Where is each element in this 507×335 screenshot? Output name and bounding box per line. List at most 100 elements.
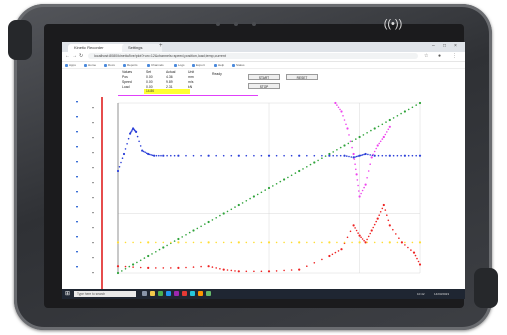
data-point	[336, 154, 338, 157]
store-icon[interactable]	[174, 291, 179, 296]
highlighted-value-field[interactable]: 14.86	[144, 89, 190, 94]
mail-icon[interactable]	[182, 291, 187, 296]
data-point	[245, 154, 248, 157]
data-point	[215, 154, 217, 157]
data-point	[313, 241, 316, 244]
data-point	[211, 266, 214, 268]
data-point	[418, 263, 422, 266]
minimize-icon[interactable]: –	[432, 43, 435, 49]
data-point	[358, 195, 361, 198]
data-point	[346, 155, 348, 157]
data-point	[267, 241, 271, 244]
file-explorer-icon[interactable]	[150, 291, 155, 296]
left-axis-marker	[76, 206, 78, 208]
data-point	[379, 140, 382, 143]
address-bar[interactable]: localhost:8080/kinetic/live/plot?run=12&…	[88, 53, 418, 59]
edge-icon[interactable]	[166, 291, 171, 296]
forward-icon[interactable]: →	[72, 53, 77, 59]
back-icon[interactable]: ←	[65, 53, 70, 59]
bookmark-item[interactable]: Status	[232, 63, 245, 67]
bookmark-item[interactable]: Channels	[147, 63, 164, 67]
browser-tab[interactable]: Settings	[122, 44, 162, 52]
data-point	[230, 241, 233, 244]
windows-start-icon[interactable]: ⊞	[65, 291, 71, 297]
browser-toolbar: ← → ↻ localhost:8080/kinetic/live/plot?r…	[62, 52, 465, 62]
magenta-indicator-strip	[118, 95, 258, 96]
data-point	[306, 265, 308, 267]
data-point	[382, 203, 385, 207]
data-point	[386, 214, 388, 216]
bookmark-item[interactable]: Logs	[174, 63, 185, 67]
data-point	[237, 270, 240, 273]
data-point	[313, 161, 316, 164]
data-point	[381, 241, 384, 244]
reset-button[interactable]: RESET	[286, 74, 318, 80]
data-point	[360, 154, 362, 157]
series-blue	[116, 127, 422, 173]
bookmark-item[interactable]: Export	[192, 63, 205, 67]
data-point	[145, 152, 148, 154]
browser-tab-active[interactable]: Kinetic Recorder	[68, 44, 126, 52]
plot-background	[62, 97, 465, 289]
data-point	[279, 180, 282, 183]
data-point	[352, 156, 355, 159]
bookmark-item[interactable]: Docs	[104, 63, 115, 67]
data-point	[116, 241, 120, 244]
data-point	[331, 253, 334, 256]
close-icon[interactable]: ×	[454, 43, 457, 49]
bookmark-item[interactable]: Apps	[65, 63, 76, 67]
tray-date[interactable]: 14/03/2023	[434, 292, 450, 296]
data-point	[400, 112, 402, 115]
data-point	[130, 131, 132, 134]
data-point	[162, 241, 165, 244]
data-point	[141, 149, 144, 152]
tray-clock[interactable]: 10:42	[417, 292, 425, 296]
data-point	[230, 208, 233, 211]
left-axis-marker	[76, 266, 78, 268]
bookmark-item[interactable]: Help	[214, 63, 224, 67]
live-plot[interactable]	[62, 97, 465, 289]
app-icon[interactable]	[198, 291, 203, 296]
app-icon[interactable]	[206, 291, 211, 296]
task-view-icon[interactable]	[142, 291, 147, 296]
bookmark-item[interactable]: Reports	[123, 63, 138, 67]
data-point	[215, 267, 217, 269]
data-point	[415, 154, 418, 157]
data-point	[388, 125, 391, 128]
data-point	[155, 267, 157, 269]
profile-icon[interactable]: ●	[438, 53, 442, 59]
data-point	[124, 148, 127, 150]
data-point	[234, 270, 236, 272]
left-axis-marker	[92, 197, 94, 199]
stop-button[interactable]: STOP	[248, 83, 280, 89]
data-point	[328, 152, 331, 156]
star-icon[interactable]: ☆	[424, 53, 429, 59]
data-point	[147, 152, 150, 156]
taskbar-search[interactable]: Type here to search	[74, 291, 136, 297]
chrome-icon[interactable]	[158, 291, 163, 296]
maximize-icon[interactable]: □	[443, 43, 447, 49]
data-point	[345, 123, 347, 126]
data-point	[352, 152, 355, 156]
reload-icon[interactable]: ↻	[79, 53, 84, 59]
row-value: 4.36	[166, 75, 173, 79]
app-icon[interactable]	[190, 291, 195, 296]
data-point	[230, 154, 233, 157]
data-point	[298, 241, 301, 244]
data-point	[294, 172, 297, 174]
menu-icon[interactable]: ⋮	[452, 53, 457, 59]
data-point	[116, 271, 120, 275]
start-button[interactable]: START	[248, 74, 280, 80]
new-tab-icon[interactable]: +	[159, 43, 163, 49]
data-point	[222, 154, 225, 157]
left-axis-marker	[92, 152, 94, 154]
bookmark-item[interactable]: Home	[84, 63, 96, 67]
data-point	[283, 241, 285, 244]
data-point	[336, 149, 338, 151]
data-point	[290, 241, 293, 244]
data-point	[222, 241, 225, 244]
data-point	[121, 270, 123, 272]
series-green	[116, 101, 422, 275]
data-point	[337, 106, 340, 109]
data-point	[230, 269, 233, 272]
